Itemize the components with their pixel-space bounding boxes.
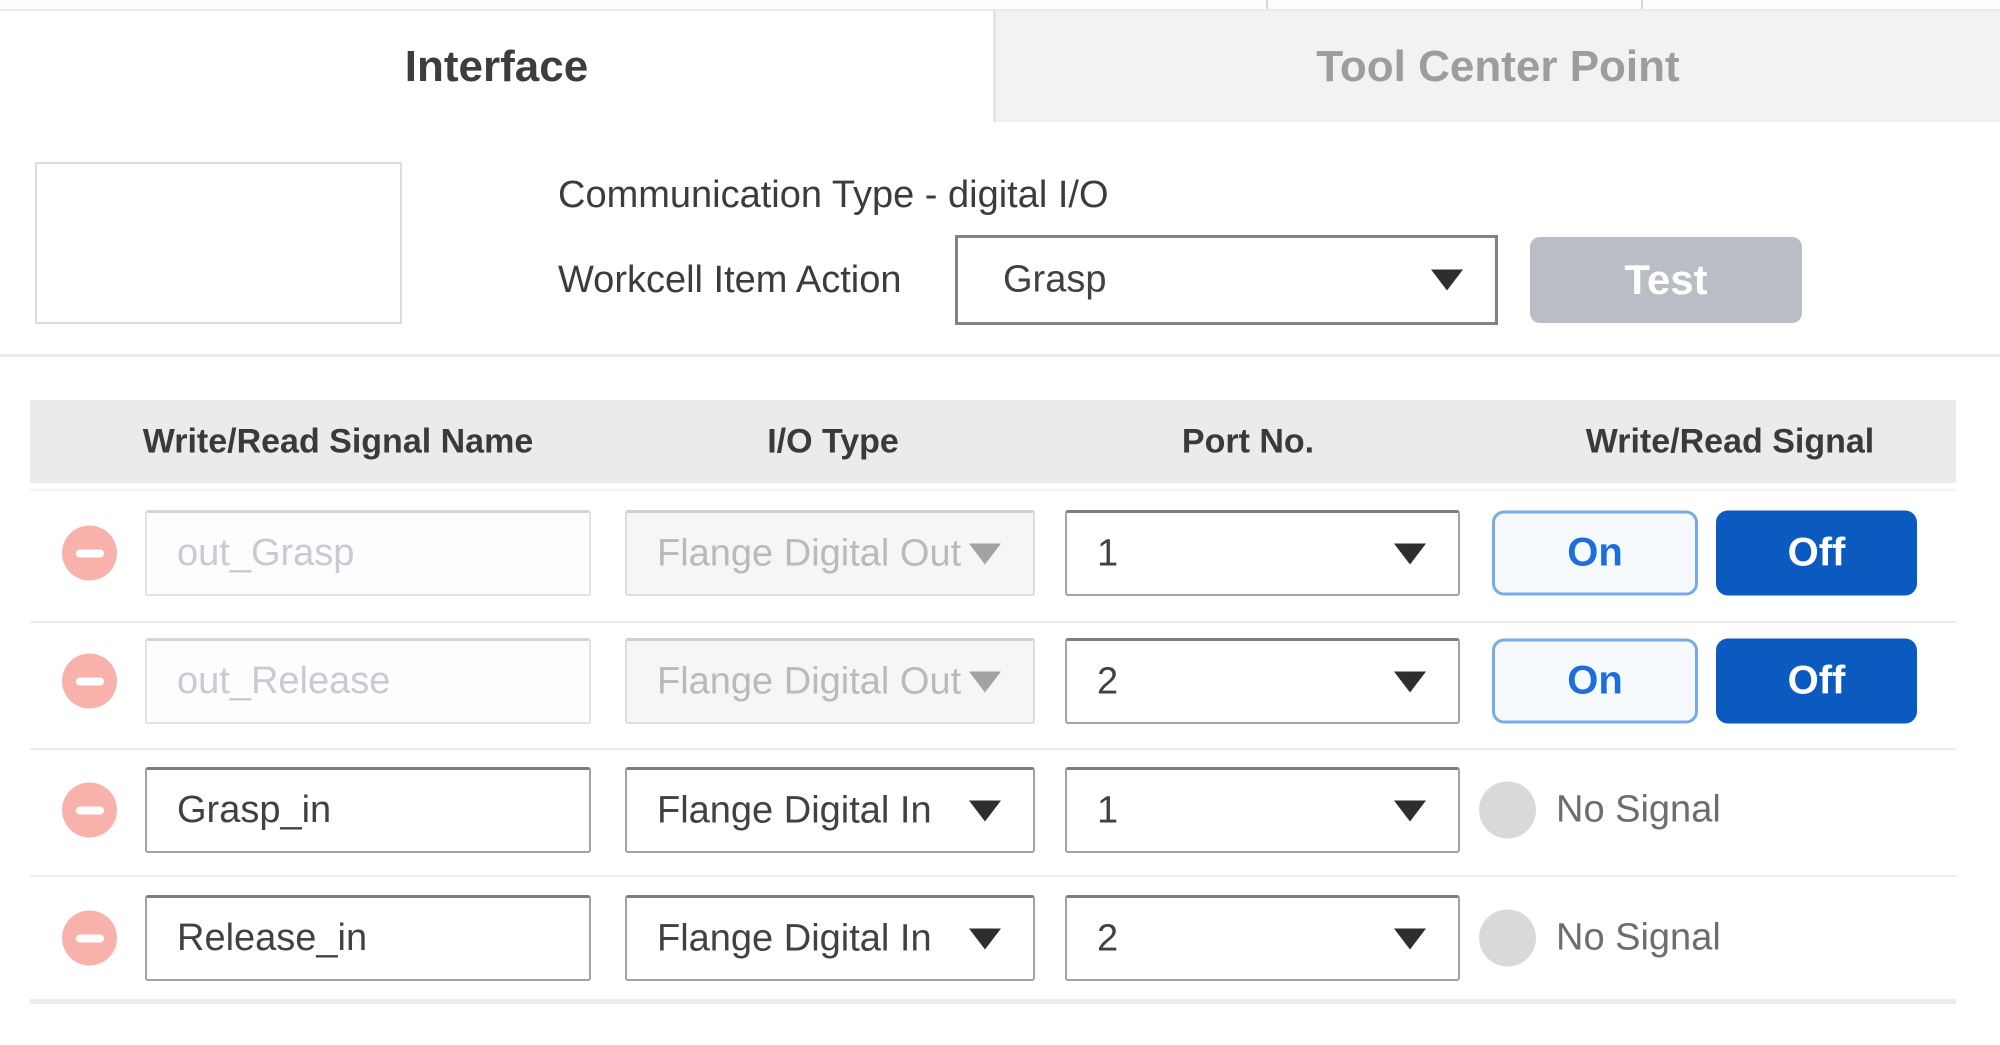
port-no-dropdown[interactable]: 1	[1065, 510, 1460, 596]
tab-tool-center-point[interactable]: Tool Center Point	[993, 11, 2000, 122]
remove-row-button[interactable]	[62, 910, 117, 966]
io-type-dropdown[interactable]: Flange Digital In	[625, 895, 1035, 981]
no-signal-indicator-icon	[1479, 909, 1536, 967]
signal-off-button[interactable]: Off	[1716, 510, 1917, 596]
chevron-down-icon	[969, 543, 1001, 564]
workcell-item-action-label: Workcell Item Action	[558, 259, 902, 301]
port-no-dropdown[interactable]: 2	[1065, 638, 1460, 724]
row-divider	[30, 621, 1956, 623]
action-dropdown-value: Grasp	[1003, 258, 1107, 301]
top-strip-divider	[1266, 0, 1268, 9]
io-type-value: Flange Digital In	[657, 917, 932, 959]
port-no-value: 1	[1097, 532, 1119, 574]
tab-interface[interactable]: Interface	[0, 11, 993, 122]
row-divider	[30, 875, 1956, 877]
chevron-down-icon	[1394, 671, 1426, 692]
io-type-dropdown: Flange Digital Out	[625, 638, 1035, 724]
minus-circle-icon	[75, 677, 104, 685]
signal-on-button[interactable]: On	[1492, 638, 1698, 724]
signal-name-input[interactable]	[145, 767, 591, 853]
chevron-down-icon	[969, 671, 1001, 692]
remove-row-button[interactable]	[62, 782, 117, 838]
top-window-strip	[0, 0, 2000, 11]
header-io-type: I/O Type	[767, 422, 899, 460]
chevron-down-icon	[969, 928, 1001, 949]
item-preview-box	[35, 162, 402, 324]
header-write-read-signal: Write/Read Signal	[1585, 422, 1875, 460]
no-signal-label: No Signal	[1556, 788, 1721, 831]
chevron-down-icon	[1431, 269, 1463, 291]
row-divider	[30, 489, 1956, 491]
signal-off-button[interactable]: Off	[1716, 638, 1917, 724]
remove-row-button[interactable]	[62, 525, 117, 581]
minus-circle-icon	[75, 806, 104, 814]
chevron-down-icon	[1394, 800, 1426, 821]
io-type-dropdown: Flange Digital Out	[625, 510, 1035, 596]
signal-name-input[interactable]	[145, 895, 591, 981]
io-type-value: Flange Digital Out	[657, 532, 962, 574]
port-no-dropdown[interactable]: 2	[1065, 895, 1460, 981]
table-header: Write/Read Signal Name I/O Type Port No.…	[30, 400, 1956, 483]
header-signal-name: Write/Read Signal Name	[142, 422, 534, 460]
signal-name-input	[145, 510, 591, 596]
port-no-value: 2	[1097, 660, 1119, 702]
table-row: Flange Digital Out 1 On Off	[0, 489, 2000, 617]
table-row: Flange Digital Out 2 On Off	[0, 617, 2000, 745]
table-bottom-divider	[30, 999, 1956, 1004]
io-type-value: Flange Digital In	[657, 789, 932, 831]
chevron-down-icon	[1394, 928, 1426, 949]
remove-row-button[interactable]	[62, 653, 117, 709]
port-no-value: 1	[1097, 789, 1119, 831]
chevron-down-icon	[969, 800, 1001, 821]
workcell-item-action-dropdown[interactable]: Grasp	[955, 235, 1498, 325]
communication-type-label: Communication Type - digital I/O	[558, 174, 1109, 216]
row-divider	[30, 748, 1956, 750]
test-button[interactable]: Test	[1530, 237, 1802, 323]
chevron-down-icon	[1394, 543, 1426, 564]
top-strip-divider	[1641, 0, 1643, 9]
io-type-value: Flange Digital Out	[657, 660, 962, 702]
header-port-no: Port No.	[1181, 422, 1315, 460]
table-row: Flange Digital In 1 No Signal	[0, 746, 2000, 874]
port-no-dropdown[interactable]: 1	[1065, 767, 1460, 853]
no-signal-indicator-icon	[1479, 781, 1536, 839]
io-type-dropdown[interactable]: Flange Digital In	[625, 767, 1035, 853]
section-divider	[0, 354, 2000, 357]
minus-circle-icon	[75, 934, 104, 942]
signal-name-input	[145, 638, 591, 724]
minus-circle-icon	[75, 549, 104, 557]
signal-on-button[interactable]: On	[1492, 510, 1698, 596]
table-row: Flange Digital In 2 No Signal	[0, 874, 2000, 1002]
no-signal-label: No Signal	[1556, 916, 1721, 959]
port-no-value: 2	[1097, 917, 1119, 959]
tab-bar: Interface Tool Center Point	[0, 11, 2000, 122]
